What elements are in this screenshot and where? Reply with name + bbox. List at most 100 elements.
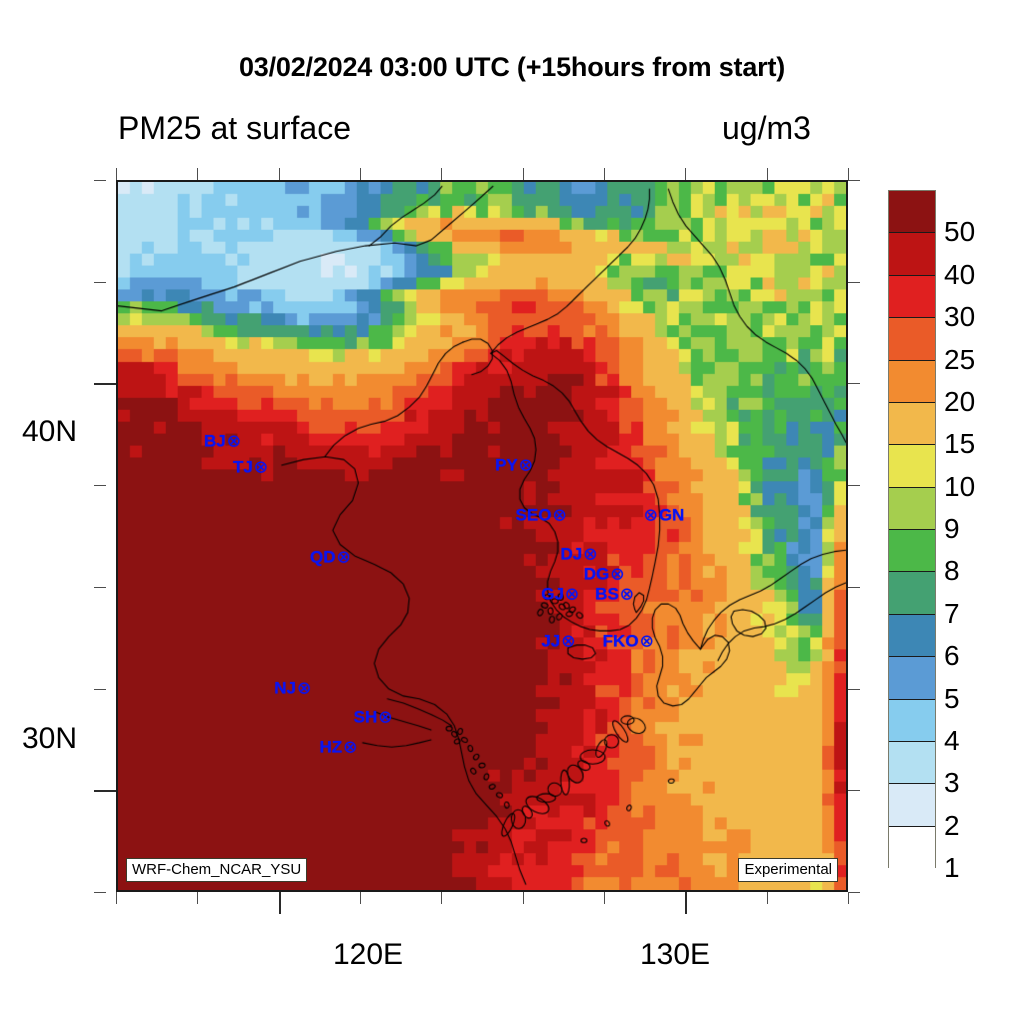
city-marker-qd[interactable]: QD ⊗: [310, 548, 351, 565]
city-marker-py[interactable]: PY ⊗: [495, 457, 533, 474]
x-top-tick: [278, 168, 280, 180]
colorbar-band: [889, 699, 935, 742]
y-minor-tick: [94, 688, 106, 690]
crossed-circle-icon: ⊗: [639, 631, 654, 651]
city-label: FKO: [602, 631, 639, 651]
city-marker-jj[interactable]: JJ ⊗: [541, 632, 575, 649]
city-label: HZ: [319, 737, 343, 757]
colorbar-tick-label: 30: [944, 301, 976, 333]
city-label: GN: [658, 505, 685, 525]
variable-label: PM25 at surface: [118, 110, 351, 146]
colorbar-tick-label: 3: [944, 767, 960, 799]
colorbar-tick-label: 25: [944, 343, 976, 375]
crossed-circle-icon: ⊗: [226, 431, 241, 451]
x-major-tick: [685, 892, 688, 914]
colorbar-band: [889, 275, 935, 319]
colorbar-tick-label: 5: [944, 682, 960, 714]
colorbar-band: [889, 784, 935, 827]
y-minor-tick: [94, 586, 106, 588]
city-label: DJ: [560, 544, 583, 564]
city-marker-seo[interactable]: SEO ⊗: [516, 507, 567, 524]
x-minor-tick: [604, 892, 605, 904]
city-label: BJ: [203, 431, 226, 451]
y-minor-tick: [94, 892, 106, 893]
city-marker-fko[interactable]: FKO ⊗: [603, 632, 654, 649]
colorbar-tick-label: 4: [944, 724, 960, 756]
city-marker-tj[interactable]: TJ ⊗: [233, 458, 268, 475]
colorbar-band: [889, 741, 935, 785]
city-marker-sh[interactable]: SH ⊗: [354, 709, 393, 726]
city-marker-dg[interactable]: DG ⊗: [584, 566, 625, 583]
y-right-tick: [848, 790, 860, 792]
colorbar-band: [889, 530, 935, 573]
colorbar-band: [889, 445, 935, 488]
x-top-tick: [604, 168, 605, 180]
crossed-circle-icon: ⊗: [378, 707, 393, 727]
city-marker-hz[interactable]: HZ ⊗: [319, 738, 357, 755]
x-top-tick: [360, 168, 361, 180]
x-top-tick: [522, 168, 524, 180]
x-top-tick: [848, 168, 849, 180]
crossed-circle-icon: ⊗: [564, 584, 580, 604]
colorbar-tick-label: 7: [944, 597, 960, 629]
colorbar-band: [889, 614, 935, 658]
x-top-tick: [197, 168, 199, 180]
city-label: GJ: [541, 584, 564, 604]
map-plot-area[interactable]: BJ ⊗ TJ ⊗ QD ⊗ NJ ⊗ SH ⊗ HZ ⊗ PY ⊗ SEO ⊗ DJ ⊗ DG ⊗ GJ ⊗ BS ⊗ JJ ⊗…: [116, 180, 848, 892]
city-label: BS: [595, 584, 619, 604]
city-label: TJ: [232, 457, 253, 477]
x-top-tick: [441, 168, 443, 180]
city-marker-gn[interactable]: GN ⊗: [644, 507, 685, 524]
y-major-tick: [94, 383, 116, 386]
colorbar-band: [889, 233, 935, 276]
x-axis-label-120e: 120E: [333, 938, 404, 971]
pm25-heatmap-canvas: [118, 182, 846, 890]
city-label: NJ: [274, 678, 296, 698]
crossed-circle-icon: ⊗: [552, 505, 567, 525]
colorbar-tick-label: 20: [944, 385, 976, 417]
city-marker-gj[interactable]: GJ ⊗: [541, 585, 579, 602]
crossed-circle-icon: ⊗: [561, 631, 576, 651]
crossed-circle-icon: ⊗: [619, 584, 635, 604]
colorbar-band: [889, 191, 935, 234]
x-minor-tick: [848, 892, 849, 904]
x-minor-tick: [766, 892, 768, 904]
status-badge: Experimental: [738, 858, 838, 882]
colorbar-tick-label: 15: [944, 428, 976, 460]
y-right-tick: [848, 688, 860, 690]
y-right-tick: [848, 892, 860, 893]
crossed-circle-icon: ⊗: [336, 547, 351, 566]
x-top-tick: [685, 168, 687, 180]
colorbar-tick-label: 8: [944, 555, 960, 587]
crossed-circle-icon: ⊗: [518, 455, 534, 475]
crossed-circle-icon: ⊗: [583, 544, 598, 564]
colorbar-band: [889, 402, 935, 446]
y-right-tick: [848, 586, 860, 588]
colorbar-tick-label: 40: [944, 258, 976, 290]
x-minor-tick: [197, 892, 199, 904]
colorbar-tick-label: 2: [944, 809, 960, 841]
colorbar-band: [889, 572, 935, 615]
city-label: PY: [495, 455, 518, 475]
x-top-tick: [116, 168, 117, 180]
y-minor-tick: [94, 485, 106, 487]
y-right-tick: [848, 485, 860, 487]
x-major-tick: [278, 892, 281, 914]
city-label: DG: [583, 564, 610, 584]
colorbar-band: [889, 826, 935, 869]
x-axis-label-130e: 130E: [640, 938, 711, 971]
model-tag: WRF-Chem_NCAR_YSU: [126, 858, 308, 882]
city-marker-nj[interactable]: NJ ⊗: [274, 679, 311, 696]
city-marker-dj[interactable]: DJ ⊗: [560, 546, 597, 563]
city-marker-bj[interactable]: BJ ⊗: [204, 433, 241, 450]
x-minor-tick: [360, 892, 361, 904]
colorbar[interactable]: [888, 190, 936, 869]
y-minor-tick: [94, 281, 106, 283]
y-right-tick: [848, 383, 860, 385]
crossed-circle-icon: ⊗: [610, 564, 625, 584]
colorbar-tick-label: 10: [944, 470, 976, 502]
x-minor-tick: [116, 892, 117, 904]
colorbar-tick-label: 9: [944, 513, 960, 544]
city-marker-bs[interactable]: BS ⊗: [595, 585, 634, 602]
y-right-tick: [848, 281, 860, 283]
